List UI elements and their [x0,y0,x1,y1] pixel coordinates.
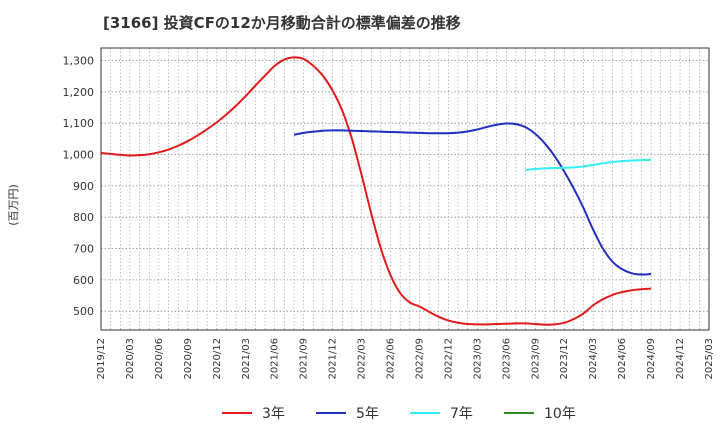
x-tick-label: 2024/09 [646,338,657,380]
y-tick-label: 600 [73,274,94,287]
legend: 3年 5年 7年 10年 [222,406,576,422]
x-tick-label: 2023/03 [472,338,483,380]
y-tick-label: 1,200 [63,86,95,99]
x-tick-label: 2020/06 [154,338,165,380]
legend-label: 3年 [262,406,285,422]
chart-title: [3166] 投資CFの12か月移動合計の標準偏差の推移 [103,14,461,32]
x-tick-label: 2020/03 [125,338,136,380]
x-tick-label: 2021/06 [270,338,281,380]
y-tick-label: 900 [73,180,94,193]
y-tick-label: 1,300 [63,55,95,68]
x-tick-label: 2021/03 [241,338,252,380]
x-tick-label: 2024/06 [617,338,628,380]
x-tick-label: 2021/12 [328,338,339,380]
x-tick-label: 2024/03 [588,338,599,380]
x-tick-label: 2022/06 [386,338,397,380]
x-tick-label: 2025/03 [704,338,715,380]
series-lines [100,56,652,326]
x-tick-label: 2022/12 [443,338,454,380]
x-tick-label: 2023/06 [501,338,512,380]
y-tick-label: 800 [73,211,94,224]
series-line-3年 [100,56,652,326]
x-tick-label: 2023/12 [559,338,570,380]
plot-area-border [100,47,710,331]
x-tick-label: 2022/03 [357,338,368,380]
x-tick-label: 2021/09 [299,338,310,380]
legend-label: 5年 [356,406,379,422]
x-tick-label: 2022/09 [414,338,425,380]
x-tick-label: 2023/09 [530,338,541,380]
y-tick-label: 1,100 [63,117,95,130]
series-line-7年 [525,158,652,171]
x-tick-label: 2020/12 [212,338,223,380]
series-line-5年 [293,122,652,276]
y-tick-label: 700 [73,243,94,256]
y-tick-label: 1,000 [63,149,95,162]
x-axis-ticks: 2019/12 2020/03 2020/06 2020/09 2020/12 2021/… [96,338,715,380]
x-tick-label: 2019/12 [96,338,107,380]
x-tick-label: 2024/12 [675,338,686,380]
x-tick-label: 2020/09 [183,338,194,380]
y-tick-label: 500 [73,305,94,318]
legend-label: 10年 [544,406,576,422]
legend-label: 7年 [450,406,473,422]
grid-lines [101,48,709,330]
y-axis-ticks: 500 600 700 800 900 1,000 1,100 1,200 1,300 [63,55,95,319]
y-axis-label: (百万円) [7,184,20,226]
